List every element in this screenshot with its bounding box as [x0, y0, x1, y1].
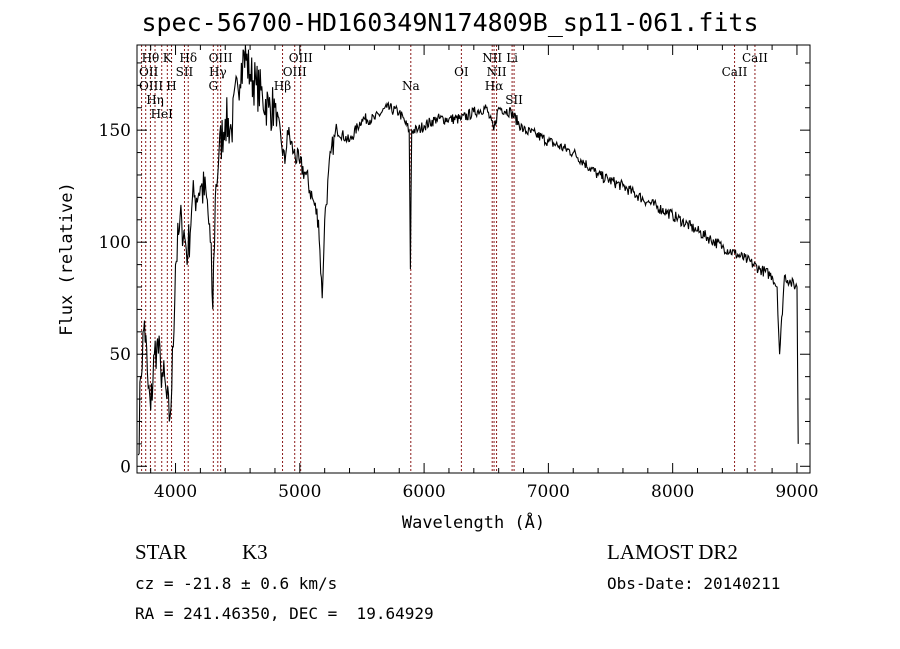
line-label: Hη — [146, 93, 164, 107]
line-label: Li — [506, 51, 518, 65]
survey-label: LAMOST DR2 — [607, 540, 738, 564]
line-label: H — [166, 79, 176, 93]
y-axis-label: Flux (relative) — [57, 182, 77, 336]
redshift-text: cz = -21.8 ± 0.6 km/s — [135, 574, 338, 593]
y-tick-label: 50 — [109, 345, 131, 365]
line-label: CaII — [742, 51, 768, 65]
line-label: OIII — [289, 51, 313, 65]
line-label: G — [209, 79, 219, 93]
x-tick-label: 5000 — [278, 482, 321, 502]
line-label: SII — [176, 65, 194, 79]
y-tick-label: 0 — [120, 457, 131, 477]
x-tick-label: 4000 — [154, 482, 197, 502]
line-label: NII — [487, 65, 507, 79]
line-label: OIII — [139, 79, 163, 93]
coords-text: RA = 241.46350, DEC = 19.64929 — [135, 604, 434, 623]
object-subclass: K3 — [242, 540, 268, 564]
line-label: OI — [454, 65, 469, 79]
obs-date-text: Obs-Date: 20140211 — [607, 574, 781, 593]
x-tick-label: 9000 — [775, 482, 818, 502]
x-tick-label: 6000 — [402, 482, 445, 502]
object-class: STAR — [135, 540, 187, 564]
line-label: CaII — [722, 65, 748, 79]
line-label: OIII — [283, 65, 307, 79]
line-label: Hδ — [179, 51, 197, 65]
chart-title: spec-56700-HD160349N174809B_sp11-061.fit… — [141, 8, 759, 37]
line-label: Hα — [485, 79, 504, 93]
line-label: K — [163, 51, 173, 65]
spectrum-line — [137, 45, 799, 456]
x-tick-label: 7000 — [527, 482, 570, 502]
line-label: HeI — [151, 107, 174, 121]
line-label: SII — [505, 93, 523, 107]
line-label: NII — [482, 51, 502, 65]
line-label: OIII — [209, 51, 233, 65]
x-axis-label: Wavelength (Å) — [402, 511, 545, 533]
line-label: Hγ — [209, 65, 227, 79]
line-label: Hθ — [142, 51, 160, 65]
y-tick-label: 150 — [99, 121, 131, 141]
x-tick-label: 8000 — [651, 482, 694, 502]
line-label: OII — [139, 65, 159, 79]
line-label: Hβ — [274, 79, 291, 93]
line-label: Na — [402, 79, 420, 93]
y-tick-label: 100 — [99, 233, 131, 253]
